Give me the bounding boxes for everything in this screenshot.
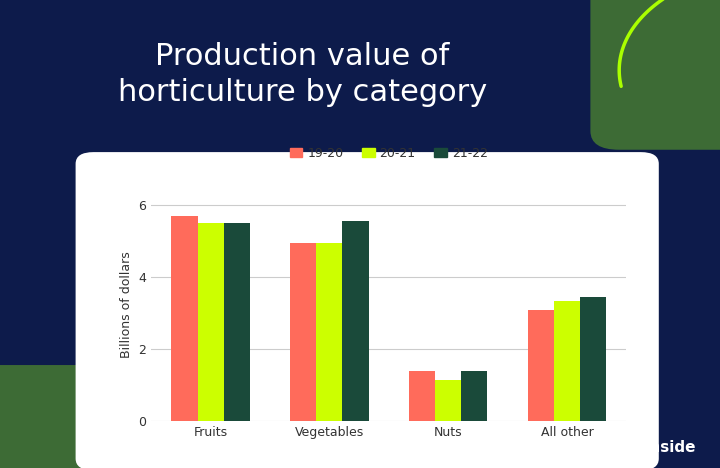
- Bar: [409, 371, 435, 421]
- Bar: [290, 243, 316, 421]
- Bar: [316, 243, 343, 421]
- Bar: [171, 216, 197, 421]
- Legend: 19-20, 20-21, 21-22: 19-20, 20-21, 21-22: [284, 142, 493, 165]
- Bar: [528, 310, 554, 421]
- Bar: [554, 300, 580, 421]
- Bar: [462, 371, 487, 421]
- Bar: [343, 221, 369, 421]
- Bar: [580, 297, 606, 421]
- Bar: [224, 223, 250, 421]
- Text: ◆ onside: ◆ onside: [622, 439, 696, 454]
- Y-axis label: Billions of dollars: Billions of dollars: [120, 251, 132, 358]
- Text: Production value of
horticulture by category: Production value of horticulture by cate…: [118, 43, 487, 107]
- Bar: [197, 223, 224, 421]
- Bar: [435, 380, 462, 421]
